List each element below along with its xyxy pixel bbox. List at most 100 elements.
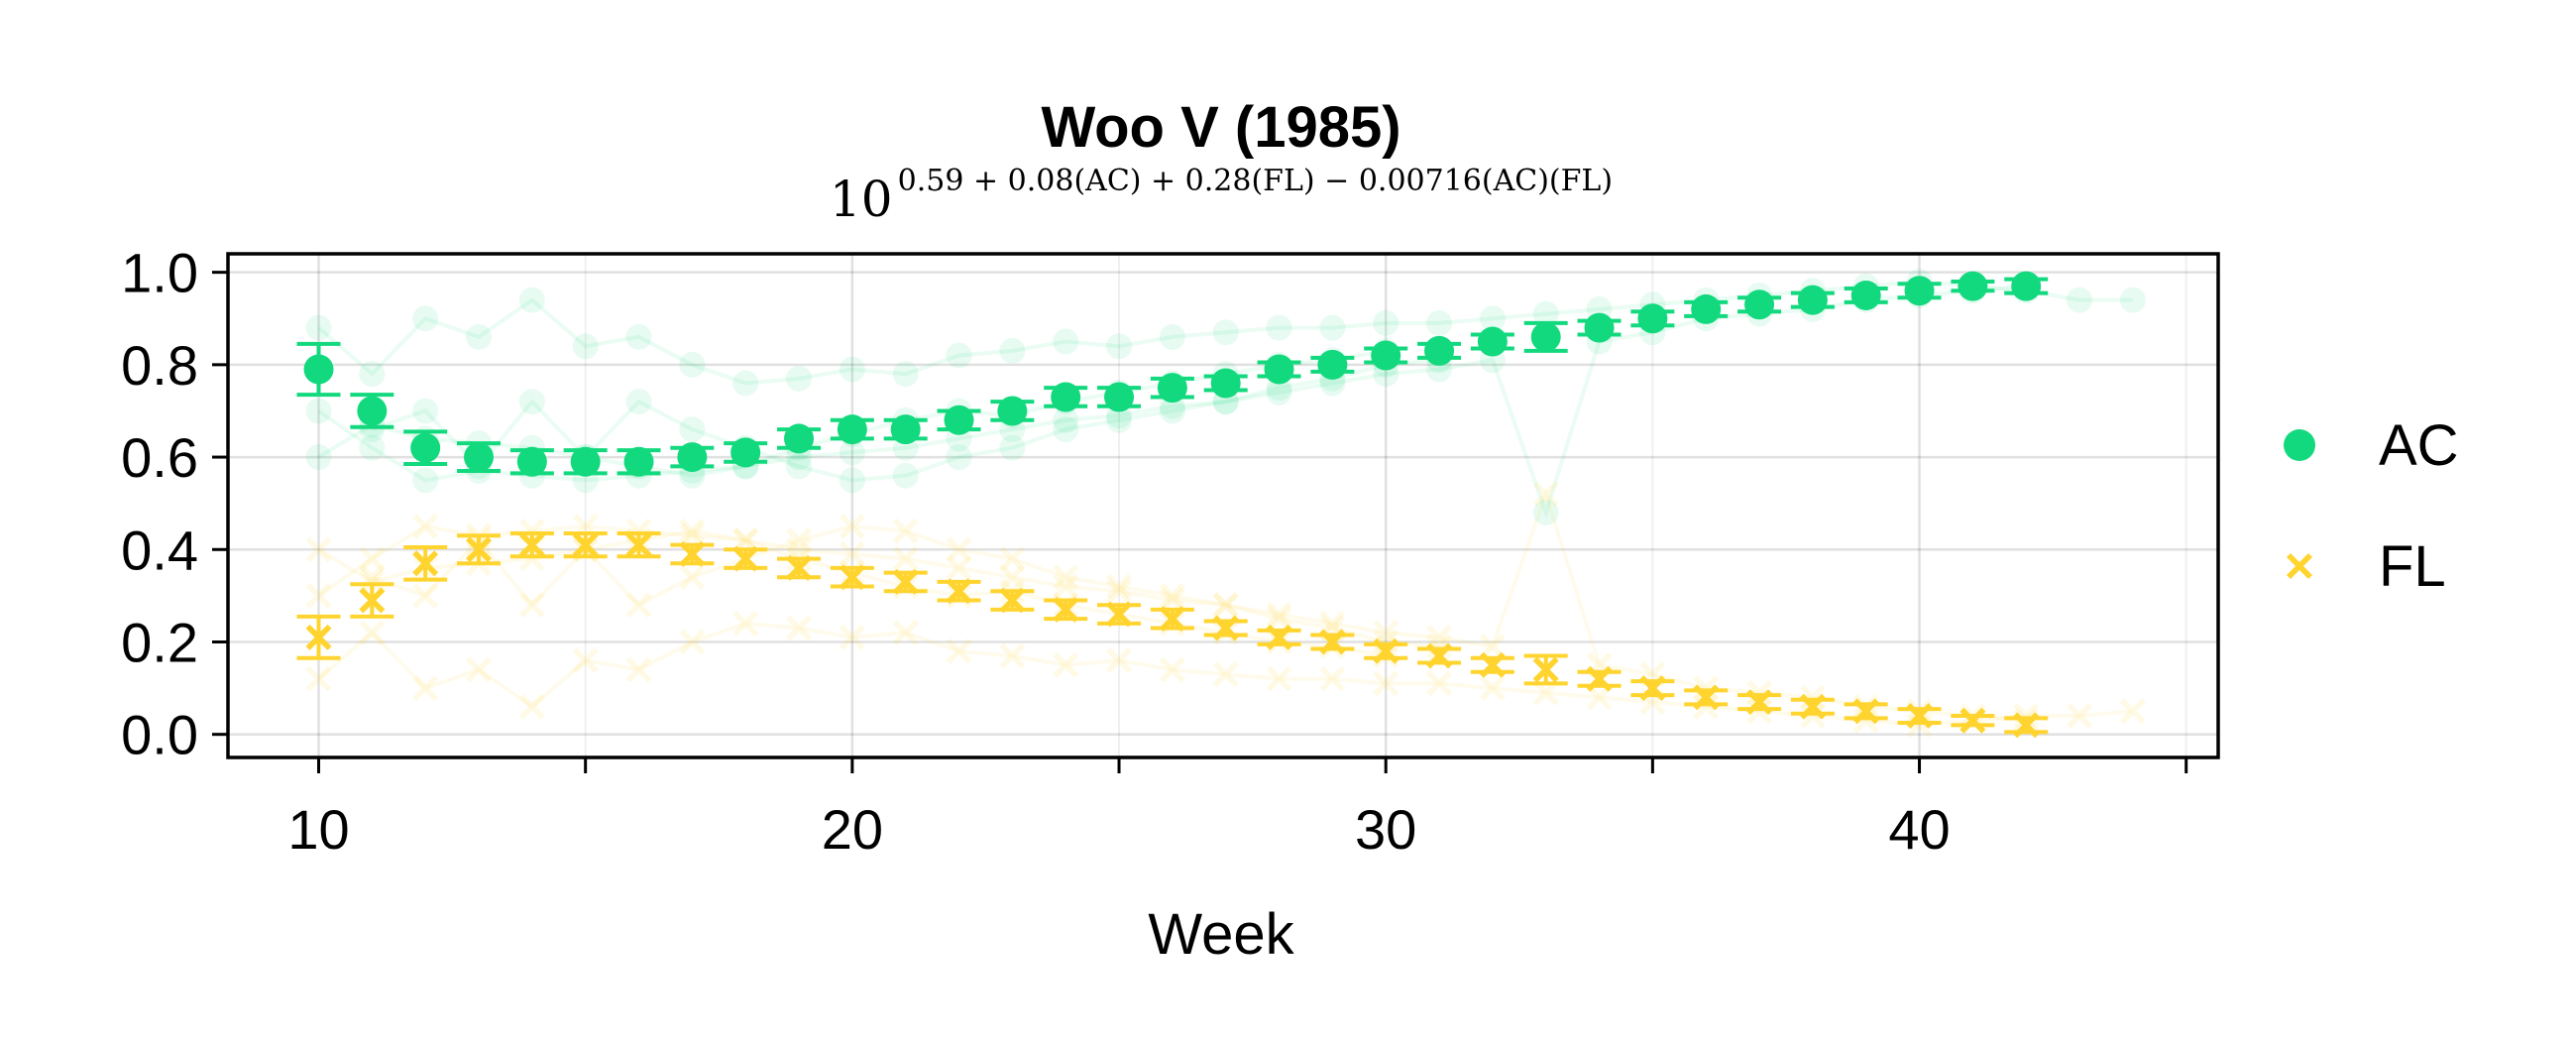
background-point-ac — [839, 467, 865, 494]
data-point-fl — [1053, 596, 1079, 623]
background-point-fl — [679, 518, 706, 544]
data-point-fl — [679, 540, 706, 567]
data-point-ac — [1530, 321, 1561, 352]
background-point-fl — [625, 592, 652, 619]
background-point-fl — [305, 665, 332, 692]
background-point-fl — [1053, 564, 1079, 591]
background-point-ac — [1159, 398, 1185, 424]
background-point-ac — [305, 444, 332, 471]
background-point-fl — [999, 564, 1026, 591]
background-point-ac — [1426, 309, 1453, 336]
data-point-fl — [1373, 637, 1400, 664]
background-point-fl — [1319, 665, 1346, 692]
background-point-ac — [466, 323, 493, 350]
background-point-ac — [999, 337, 1026, 364]
subtitle-base: 10 — [830, 171, 893, 228]
data-point-fl — [518, 531, 545, 558]
background-point-fl — [1266, 665, 1292, 692]
data-point-ac — [1744, 290, 1775, 320]
background-point-fl — [732, 610, 759, 637]
background-point-ac — [518, 389, 545, 415]
data-point-fl — [1960, 707, 1986, 734]
data-point-ac — [623, 446, 654, 477]
data-point-fl — [892, 568, 919, 595]
data-point-ac — [1584, 312, 1615, 343]
data-point-fl — [946, 578, 972, 605]
background-point-ac — [892, 462, 919, 489]
background-point-ac — [786, 453, 813, 480]
background-point-ac — [1053, 328, 1079, 355]
data-point-fl — [466, 536, 493, 563]
background-point-ac — [1053, 406, 1079, 433]
axis-ticks: 10 20 30 40 0.0 0.2 0.4 0.6 0.8 1.0 — [121, 242, 2188, 861]
background-point-ac — [1319, 314, 1346, 341]
background-point-fl — [359, 620, 386, 646]
background-point-fl — [732, 526, 759, 553]
grid — [228, 254, 2218, 757]
background-point-ac — [839, 439, 865, 466]
background-point-fl — [1266, 601, 1292, 628]
y-tick-label: 0.8 — [121, 334, 198, 397]
background-point-fl — [625, 656, 652, 683]
background-point-ac — [946, 444, 972, 471]
background-trace-ac — [317, 279, 2133, 386]
background-point-ac — [412, 467, 439, 494]
background-point-fl — [786, 526, 813, 553]
background-point-ac — [359, 434, 386, 461]
background-point-ac — [412, 305, 439, 332]
background-point-fl — [1319, 610, 1346, 637]
background-point-ac — [1532, 499, 1559, 525]
background-point-ac — [412, 398, 439, 424]
data-point-ac — [1210, 368, 1241, 399]
background-point-ac — [1106, 406, 1133, 433]
background-point-fl — [946, 637, 972, 664]
background-point-fl — [1479, 675, 1506, 702]
background-point-fl — [518, 592, 545, 619]
data-point-fl — [1799, 693, 1826, 720]
data-point-ac — [1477, 326, 1508, 357]
background-point-fl — [839, 513, 865, 539]
background-point-fl — [1373, 620, 1400, 646]
data-point-fl — [572, 531, 599, 558]
background-point-ac — [679, 416, 706, 443]
legend-label-fl: FL — [2379, 534, 2446, 599]
background-point-ac — [1532, 300, 1559, 327]
subtitle-exponent: 0.59 + 0.08(AC) + 0.28(FL) − 0.00716(AC)… — [898, 164, 1613, 198]
data-point-fl — [1266, 624, 1292, 650]
y-tick-label: 0.0 — [121, 704, 198, 766]
background-point-fl — [305, 536, 332, 563]
y-tick-label: 0.6 — [121, 426, 198, 489]
background-point-fl — [1532, 679, 1559, 706]
background-point-ac — [1212, 319, 1239, 346]
background-point-ac — [625, 389, 652, 415]
background-point-ac — [1106, 333, 1133, 360]
background-point-fl — [1266, 606, 1292, 633]
background-point-fl — [1159, 587, 1185, 614]
background-point-fl — [1212, 661, 1239, 688]
background-point-fl — [2067, 703, 2093, 730]
background-trace-ac — [371, 358, 1440, 483]
background-point-fl — [412, 513, 439, 539]
legend-label-ac: AC — [2379, 413, 2459, 478]
background-point-fl — [1212, 592, 1239, 619]
background-point-ac — [1266, 314, 1292, 341]
background-point-fl — [892, 518, 919, 544]
background-point-fl — [1426, 624, 1453, 650]
x-axis-label: Week — [1148, 902, 1294, 967]
data-point-ac — [570, 446, 601, 477]
y-tick-label: 1.0 — [121, 242, 198, 304]
data-point-ac — [890, 414, 921, 445]
data-point-ac — [1797, 285, 1828, 315]
background-point-ac — [839, 356, 865, 383]
data-point-ac — [997, 396, 1028, 426]
data-point-fl — [1852, 698, 1879, 725]
background-point-fl — [412, 675, 439, 702]
data-point-ac — [1904, 276, 1935, 306]
background-point-ac — [2067, 287, 2093, 313]
background-point-fl — [999, 545, 1026, 572]
background-point-fl — [1586, 684, 1613, 711]
data-point-fl — [359, 587, 386, 614]
data-point-ac — [730, 437, 761, 468]
data-point-fl — [1906, 703, 1933, 730]
x-tick-label: 20 — [822, 798, 883, 861]
